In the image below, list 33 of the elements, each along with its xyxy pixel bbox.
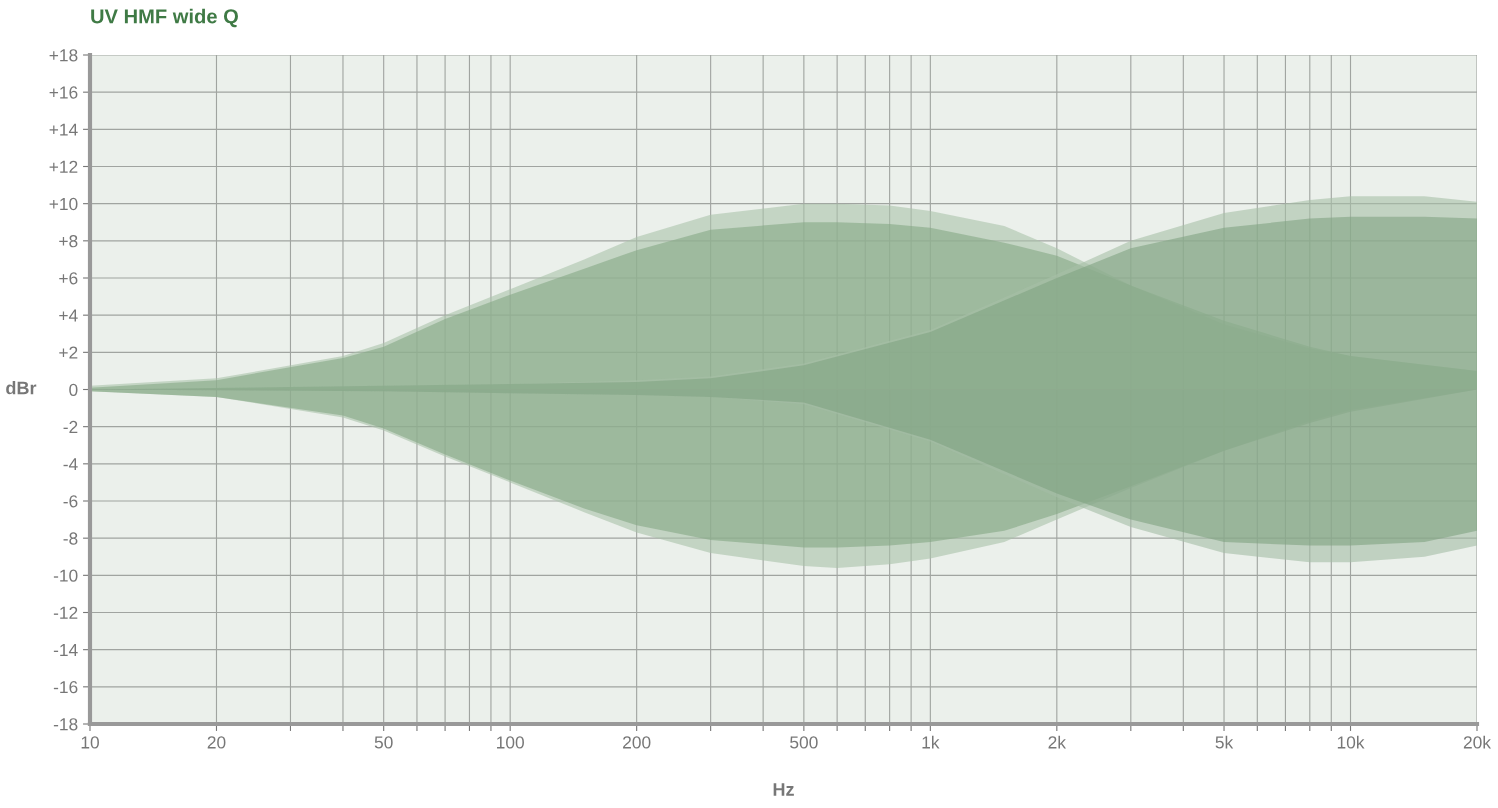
- x-axis-title: Hz: [773, 783, 794, 796]
- x-tick-label: 50: [374, 736, 393, 749]
- y-tick-label: -18: [53, 718, 78, 731]
- y-axis-title: dBr: [6, 381, 37, 395]
- y-tick-label: +6: [59, 272, 78, 285]
- y-tick-label: +4: [59, 309, 78, 322]
- x-tick-label: 100: [497, 736, 524, 749]
- y-tick-label: -12: [53, 606, 78, 619]
- x-tick-label: 5k: [1215, 735, 1234, 749]
- y-tick-label: +2: [59, 346, 78, 359]
- y-tick-label: +12: [49, 160, 78, 173]
- y-tick-label: -8: [63, 532, 78, 545]
- y-tick-label: -2: [63, 420, 78, 433]
- x-tick-label: 20: [207, 736, 226, 749]
- y-tick-label: -14: [53, 644, 78, 656]
- y-tick-label: -10: [53, 569, 78, 582]
- x-tick-label: 20k: [1463, 735, 1492, 749]
- y-tick-label: -4: [63, 458, 78, 471]
- y-tick-label: +8: [59, 235, 78, 248]
- x-tick-label: 200: [623, 736, 651, 749]
- y-tick-label: 0: [69, 383, 78, 396]
- x-tick-label: 10k: [1337, 735, 1365, 749]
- x-tick-label: 1k: [922, 735, 940, 749]
- y-tick-label: +10: [49, 197, 78, 211]
- x-tick-label: 500: [790, 736, 818, 749]
- y-tick-label: -16: [53, 681, 78, 694]
- x-tick-label: 2k: [1048, 735, 1067, 749]
- y-tick-label: +18: [49, 49, 78, 62]
- y-tick-label: +14: [49, 123, 78, 136]
- chart-title: UV HMF wide Q: [91, 8, 238, 28]
- y-tick-label: -6: [63, 495, 78, 508]
- x-tick-label: 10: [81, 736, 99, 749]
- y-tick-label: +16: [49, 86, 78, 99]
